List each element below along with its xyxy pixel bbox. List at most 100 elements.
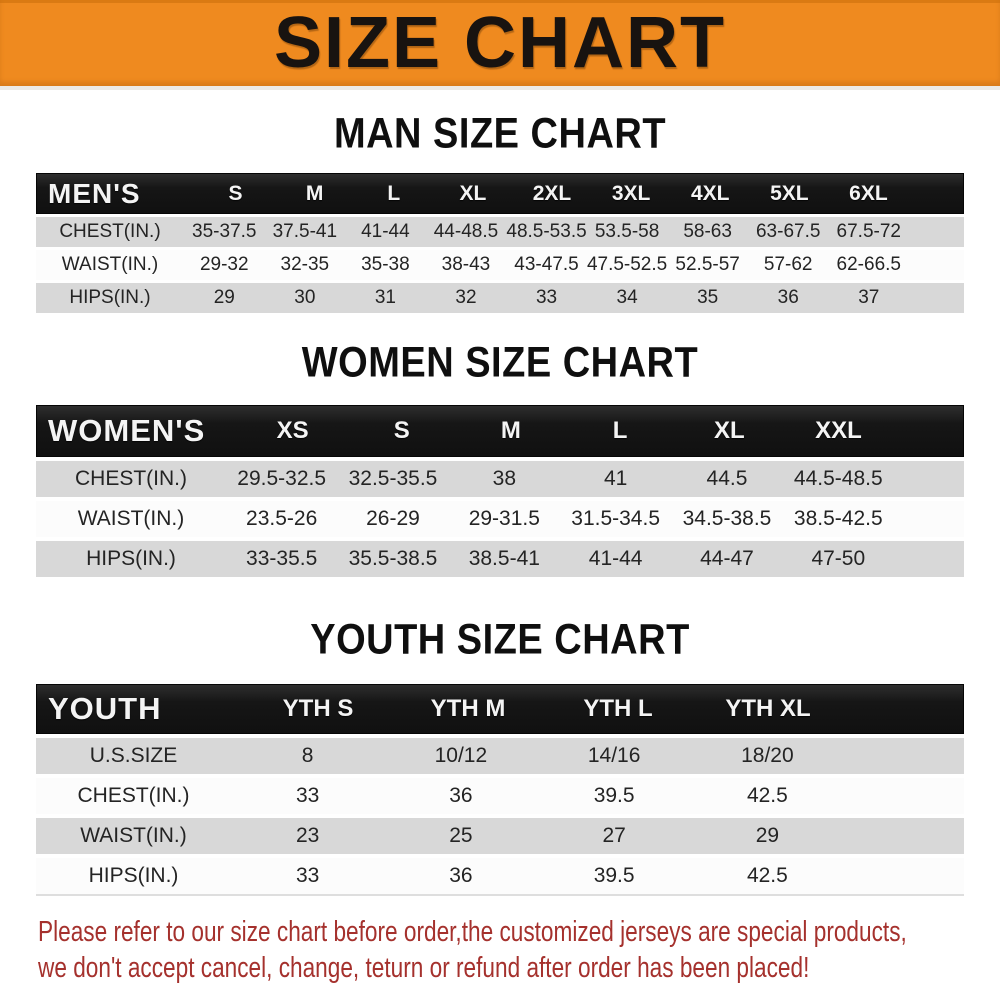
size-value-cell: 44.5-48.5 [793,467,883,490]
youth-size-heading: YOUTH SIZE CHART [0,577,1000,684]
disclaimer-line-1: Please refer to our size chart before or… [38,916,907,948]
heading-text: WOMEN SIZE CHART [301,339,699,387]
table-row: CHEST(IN.) 33 36 39.5 42.5 [36,778,964,814]
man-size-heading: MAN SIZE CHART [0,90,1000,173]
size-column-header: YTH L [583,695,653,722]
women-size-table: WOMEN'S XS S M L XL XXL CHEST(IN.) 29.5-32.5 32.5… [36,405,964,577]
size-column-header: 6XL [849,181,888,205]
table-header-row: MEN'S S M L XL 2XL 3XL 4XL 5XL 6XL [36,173,964,214]
size-value-cell: 10/12 [434,744,488,767]
table-row: HIPS(IN.) 29 30 31 32 33 34 35 36 37 [36,283,964,313]
size-value-cell: 43-47.5 [514,254,579,275]
size-value-cell: 38 [492,467,516,490]
man-size-section: MAN SIZE CHART MEN'S S M L XL 2XL 3XL 4XL 5XL 6XL… [0,90,1000,313]
size-value-cell: 38.5-41 [468,547,540,570]
size-column-header: L [612,417,628,444]
table-header-row: WOMEN'S XS S M L XL XXL [36,405,964,457]
table-header-row: YOUTH YTH S YTH M YTH L YTH XL [36,684,964,734]
size-value-cell: 33 [535,287,558,308]
size-value-cell: 32-35 [280,254,330,275]
size-column-header: M [500,417,521,444]
size-value-cell: 57-62 [763,254,813,275]
size-value-cell: 34.5-38.5 [682,507,772,530]
size-value-cell: 35.5-38.5 [348,547,438,570]
size-value-cell: 31 [374,287,396,308]
size-value-cell: 32.5-35.5 [348,467,438,490]
size-value-cell: 33 [295,864,320,887]
size-column-header: L [387,181,401,205]
row-label-cell: HIPS(IN.) [88,864,179,887]
size-value-cell: 18/20 [741,744,794,767]
size-value-cell: 23 [295,824,320,847]
size-value-cell: 35-38 [361,254,410,275]
size-value-cell: 44.5 [706,467,748,490]
disclaimer-text: Please refer to our size chart before or… [38,914,1000,986]
size-column-header: 4XL [690,181,730,205]
size-value-cell: 41-44 [588,547,643,570]
size-value-cell: 14/16 [587,744,641,767]
table-row: U.S.SIZE 8 10/12 14/16 18/20 [36,738,964,774]
table-row: WAIST(IN.) 23.5-26 26-29 29-31.5 31.5-34.5 34… [36,501,964,537]
size-value-cell: 41-44 [361,221,410,242]
size-value-cell: 44-47 [700,547,754,570]
size-value-cell: 41 [603,467,628,490]
size-column-header: 3XL [611,181,651,205]
size-value-cell: 8 [301,744,314,767]
size-value-cell: 36 [449,784,473,807]
size-column-header: XXL [815,417,862,444]
size-value-cell: 39.5 [593,784,635,807]
row-label-cell: CHEST(IN.) [59,221,161,242]
size-value-cell: 47-50 [811,547,866,570]
heading-text: YOUTH SIZE CHART [310,616,690,664]
row-label-cell: WAIST(IN.) [80,824,187,847]
row-label-cell: CHEST(IN.) [77,784,190,807]
size-value-cell: 36 [777,287,799,308]
table-row: HIPS(IN.) 33 36 39.5 42.5 [36,858,964,894]
size-chart-title: SIZE CHART [274,3,726,83]
size-value-cell: 30 [294,287,316,308]
size-value-cell: 62-66.5 [836,254,901,275]
size-value-cell: 31.5-34.5 [571,507,661,530]
disclaimer-line-2: we don't accept cancel, change, teturn o… [38,952,810,984]
size-value-cell: 29 [213,287,235,308]
table-title-cell: YOUTH [48,691,162,726]
table-row: WAIST(IN.) 23 25 27 29 [36,818,964,854]
size-chart-banner: SIZE CHART [0,0,1000,90]
row-label-cell: CHEST(IN.) [75,467,187,490]
size-column-header: YTH XL [725,695,811,722]
size-column-header: XS [276,417,309,444]
size-value-cell: 48.5-53.5 [506,221,587,242]
row-label-cell: WAIST(IN.) [77,507,185,530]
row-label-cell: HIPS(IN.) [86,547,176,570]
size-value-cell: 23.5-26 [246,507,318,530]
women-size-heading: WOMEN SIZE CHART [0,313,1000,405]
youth-size-table: YOUTH YTH S YTH M YTH L YTH XL U.S.SIZE 8 10/12… [36,684,964,896]
size-column-header: YTH S [282,695,354,722]
row-label-cell: U.S.SIZE [89,744,178,767]
size-value-cell: 42.5 [746,864,788,887]
women-size-section: WOMEN SIZE CHART WOMEN'S XS S M L XL XXL CHEST(… [0,313,1000,577]
heading-text: MAN SIZE CHART [333,110,667,158]
size-value-cell: 29-32 [199,254,249,275]
size-value-cell: 36 [449,864,473,887]
size-value-cell: 38-43 [441,254,491,275]
size-value-cell: 29.5-32.5 [237,467,327,490]
size-value-cell: 29 [755,824,780,847]
youth-size-section: YOUTH SIZE CHART YOUTH YTH S YTH M YTH L YTH… [0,577,1000,896]
table-title-cell: WOMEN'S [48,413,206,448]
size-column-header: S [228,181,243,205]
size-column-header: YTH M [430,695,506,722]
size-value-cell: 35-37.5 [192,221,257,242]
size-value-cell: 29-31.5 [468,507,540,530]
size-value-cell: 42.5 [746,784,788,807]
size-value-cell: 37.5-41 [272,221,338,242]
table-row: CHEST(IN.) 29.5-32.5 32.5-35.5 38 41 44.5 44.5… [36,461,964,497]
size-value-cell: 44-48.5 [433,221,499,242]
table-row: WAIST(IN.) 29-32 32-35 35-38 38-43 43-47.5 47.… [36,250,964,280]
size-value-cell: 39.5 [593,864,635,887]
size-column-header: 5XL [770,181,809,205]
size-value-cell: 52.5-57 [675,254,740,275]
size-value-cell: 33 [295,784,320,807]
size-value-cell: 63-67.5 [755,221,821,242]
size-value-cell: 27 [602,824,626,847]
